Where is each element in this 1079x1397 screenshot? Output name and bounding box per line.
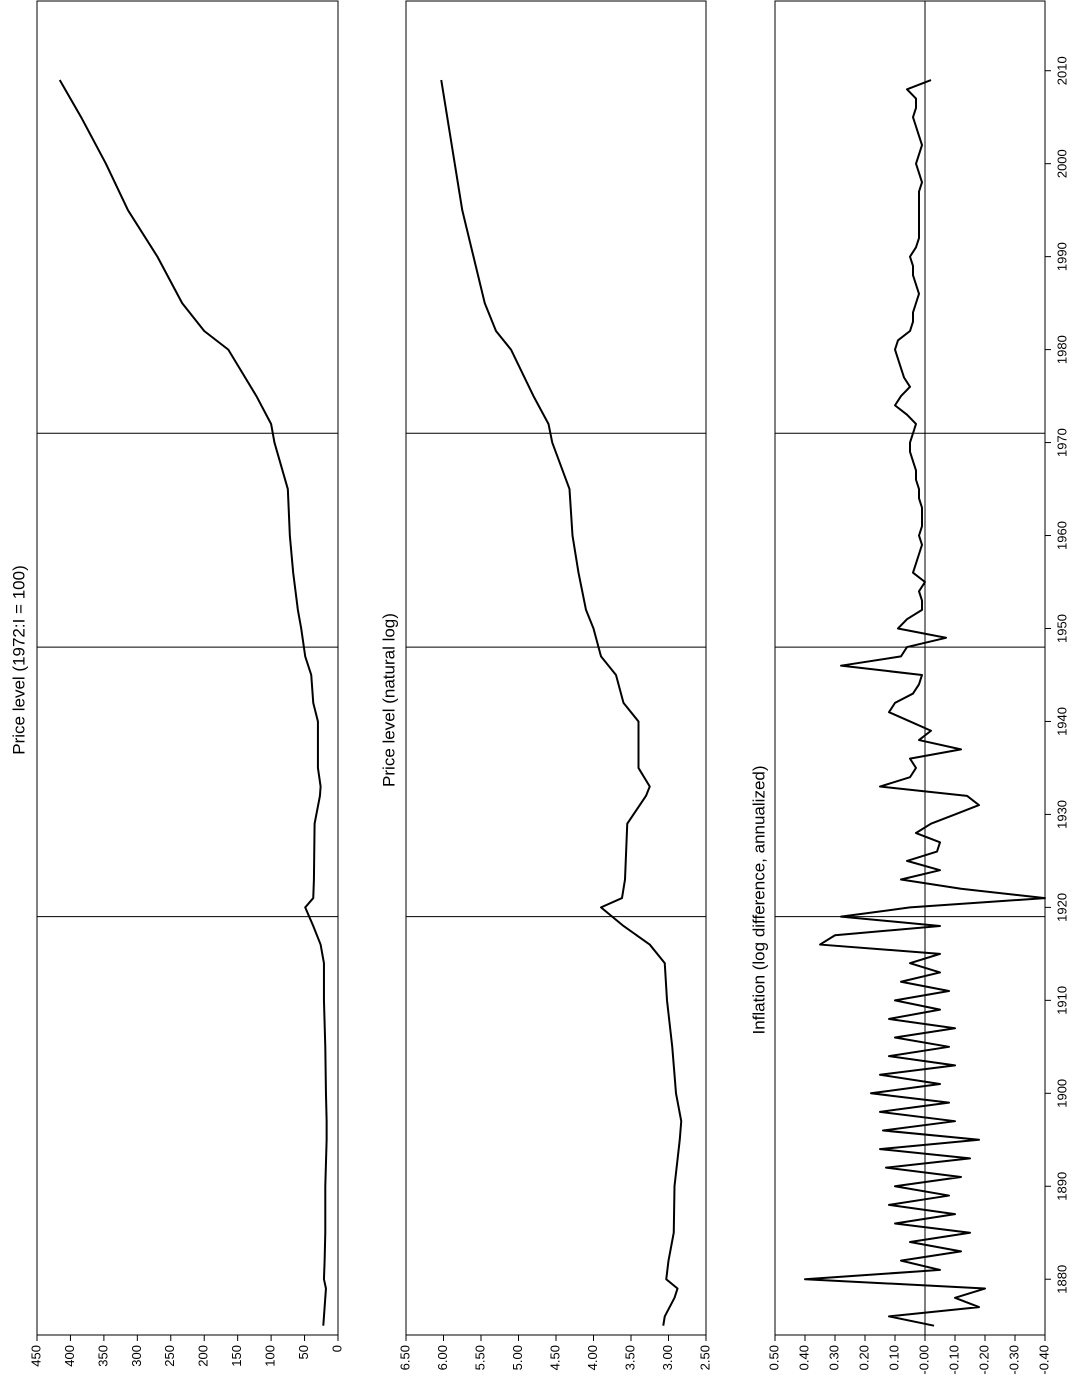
x-tick-label: 1990 (1054, 242, 1069, 271)
data-line (440, 79, 683, 1326)
y-tick-label: 2.50 (697, 1345, 712, 1370)
y-tick-label: -0.20 (976, 1345, 991, 1375)
y-tick-label: 5.00 (510, 1345, 525, 1370)
y-tick-label: 300 (129, 1345, 144, 1367)
y-tick-label: 0.40 (796, 1345, 811, 1370)
y-tick-label: 200 (196, 1345, 211, 1367)
x-tick-label: 1970 (1054, 428, 1069, 457)
y-tick-label: 150 (229, 1345, 244, 1367)
x-tick-label: 1980 (1054, 335, 1069, 364)
y-tick-label: 4.00 (585, 1345, 600, 1370)
x-tick-label: 1940 (1054, 707, 1069, 736)
data-line (804, 79, 1046, 1327)
x-tick-label: 1950 (1054, 614, 1069, 643)
y-tick-label: 0 (329, 1345, 344, 1352)
y-tick-label: 3.00 (660, 1345, 675, 1370)
x-tick-label: 1880 (1054, 1265, 1069, 1294)
y-tick-label: 3.50 (622, 1345, 637, 1370)
y-tick-label: 450 (28, 1345, 43, 1367)
x-tick-label: 1930 (1054, 800, 1069, 829)
y-tick-label: 0.50 (766, 1345, 781, 1370)
x-tick-label: 2000 (1054, 149, 1069, 178)
y-tick-label: 50 (296, 1345, 311, 1359)
data-line (58, 79, 328, 1326)
y-tick-label: -0.10 (946, 1345, 961, 1375)
y-tick-label: 100 (263, 1345, 278, 1367)
chart-title: Inflation (log difference, annualized) (749, 765, 768, 1034)
y-tick-label: 400 (62, 1345, 77, 1367)
plot-frame (405, 0, 707, 1336)
x-tick-label: 1910 (1054, 986, 1069, 1015)
chart-title: Price level (natural log) (379, 613, 398, 787)
plot-frame (774, 0, 1046, 1336)
y-tick-label: 0.10 (886, 1345, 901, 1370)
x-tick-label: 2010 (1054, 56, 1069, 85)
x-tick-label: 1900 (1054, 1079, 1069, 1108)
x-tick-label: 1920 (1054, 893, 1069, 922)
y-tick-label: 6.50 (397, 1345, 412, 1370)
plot-frame (36, 0, 339, 1336)
y-tick-label: -0.40 (1036, 1345, 1051, 1375)
y-tick-label: 250 (162, 1345, 177, 1367)
y-tick-label: 6.00 (435, 1345, 450, 1370)
y-tick-label: -0.00 (916, 1345, 931, 1375)
chart-title: Price level (1972:I = 100) (9, 565, 28, 754)
x-tick-label: 1890 (1054, 1172, 1069, 1201)
y-tick-label: 0.30 (826, 1345, 841, 1370)
y-tick-label: 350 (95, 1345, 110, 1367)
y-tick-label: -0.30 (1006, 1345, 1021, 1375)
y-tick-label: 0.20 (856, 1345, 871, 1370)
y-tick-label: 5.50 (472, 1345, 487, 1370)
x-tick-label: 1960 (1054, 521, 1069, 550)
y-tick-label: 4.50 (547, 1345, 562, 1370)
